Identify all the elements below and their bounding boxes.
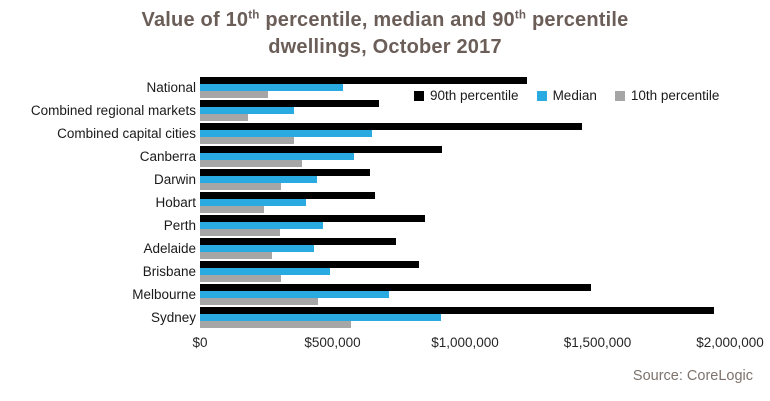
chart-row-melbourne: Melbourne [0,283,770,306]
bar-median-hobart [200,199,306,206]
category-label: Darwin [153,172,196,187]
bar-median-canberra [200,153,354,160]
bar-10th-percentile-hobart [200,206,264,213]
chart-title-line1: Value of 10th percentile, median and 90t… [141,8,629,31]
legend-swatch-median [536,90,547,101]
bar-median-sydney [200,314,442,321]
bar-track [200,99,730,122]
x-tick-label: $1,500,000 [563,335,632,350]
bar-90th-percentile-melbourne [200,284,591,291]
bar-median-combined-regional-markets [200,107,295,114]
legend-label: Median [552,88,597,103]
bar-chart: National Combined regional markets Combine… [0,76,770,329]
chart-row-hobart: Hobart [0,191,770,214]
x-axis: $0 $500,000 $1,000,000 $1,500,000 $2,000,000 [192,335,763,355]
legend-swatch-90th-percentile [414,90,424,101]
bar-10th-percentile-darwin [200,183,281,190]
bar-90th-percentile-sydney [200,307,715,314]
category-label: Sydney [150,310,196,325]
category-label: National [146,80,196,95]
bar-10th-percentile-perth [200,229,280,236]
chart-row-darwin: Darwin [0,168,770,191]
bar-track [200,122,730,145]
bar-track [200,76,730,99]
chart-row-brisbane: Brisbane [0,260,770,283]
x-tick-label: $1,000,000 [431,335,499,350]
x-tick-label: $0 [192,335,208,350]
bar-track [200,283,730,306]
bar-90th-percentile-combined-capital-cities [200,123,582,130]
chart-title-line2: dwellings, October 2017 [268,36,502,58]
category-label: Combined capital cities [57,126,196,141]
chart-row-sydney: Sydney [0,306,770,329]
chart-row-national: National [0,76,770,99]
bar-90th-percentile-adelaide [200,238,397,245]
bar-90th-percentile-canberra [200,146,443,153]
chart-row-perth: Perth [0,214,770,237]
bar-10th-percentile-adelaide [200,252,272,259]
legend-item-10th-percentile: 10th percentile [614,88,720,103]
bar-90th-percentile-perth [200,215,426,222]
category-label: Brisbane [142,264,196,279]
bar-median-adelaide [200,245,314,252]
category-label: Melbourne [132,287,196,302]
bar-10th-percentile-sydney [200,321,352,328]
legend-item-90th-percentile: 90th percentile [414,88,519,103]
chart-row-adelaide: Adelaide [0,237,770,260]
bar-90th-percentile-brisbane [200,261,419,268]
bar-10th-percentile-combined-regional-markets [200,114,248,121]
bar-median-darwin [200,176,317,183]
x-tick-label: $500,000 [304,335,361,350]
bar-10th-percentile-melbourne [200,298,318,305]
bar-median-melbourne [200,291,390,298]
chart-title: Value of 10th percentile, median and 90t… [0,0,770,61]
bar-10th-percentile-national [200,91,268,98]
bar-median-combined-capital-cities [200,130,373,137]
chart-rows: National Combined regional markets Combine… [0,76,770,329]
bar-track [200,168,730,191]
legend-label: 10th percentile [630,88,720,103]
chart-row-combined-regional-markets: Combined regional markets [0,99,770,122]
bar-track [200,191,730,214]
chart-row-canberra: Canberra [0,145,770,168]
category-label: Combined regional markets [30,103,196,118]
bar-90th-percentile-national [200,77,528,84]
bar-median-perth [200,222,324,229]
category-label: Canberra [139,149,196,164]
legend-swatch-10th-percentile [614,90,625,101]
bar-90th-percentile-combined-regional-markets [200,100,379,107]
legend-item-median: Median [536,88,597,103]
bar-track [200,214,730,237]
bar-track [200,306,730,329]
bar-10th-percentile-brisbane [200,275,281,282]
bar-10th-percentile-combined-capital-cities [200,137,295,144]
chart-row-combined-capital-cities: Combined capital cities [0,122,770,145]
legend: 90th percentile Median 10th percentile [414,88,719,103]
bar-90th-percentile-hobart [200,192,375,199]
category-label: Adelaide [143,241,196,256]
legend-label: 90th percentile [430,88,519,103]
bar-track [200,260,730,283]
bar-track [200,237,730,260]
source-credit: Source: CoreLogic [632,368,753,384]
bar-10th-percentile-canberra [200,160,303,167]
x-tick-label: $2,000,000 [696,335,764,350]
bar-90th-percentile-darwin [200,169,370,176]
bar-track [200,145,730,168]
category-label: Hobart [155,195,196,210]
bar-median-brisbane [200,268,330,275]
bar-median-national [200,84,344,91]
category-label: Perth [163,218,196,233]
